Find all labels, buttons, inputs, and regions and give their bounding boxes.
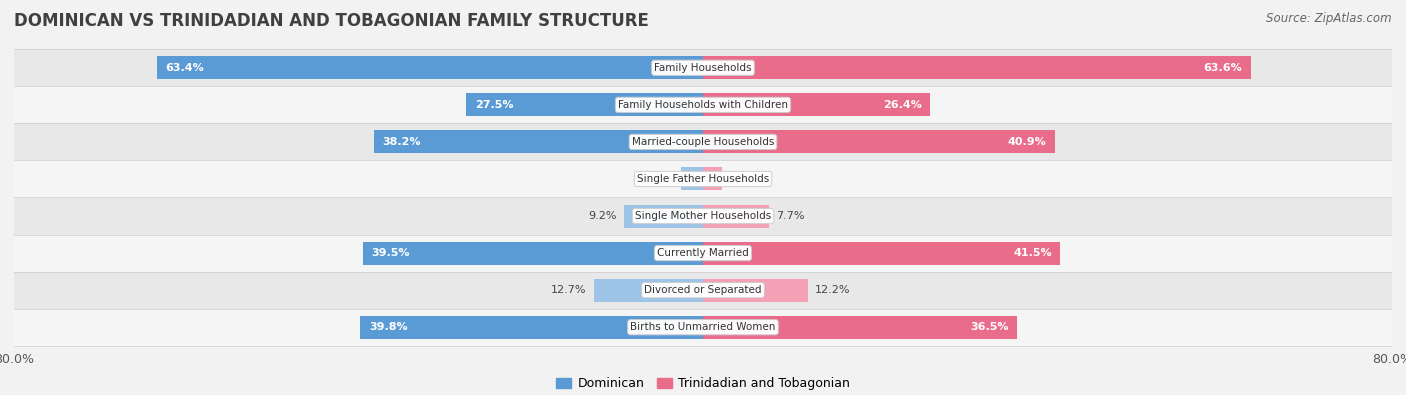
Bar [703,56,1251,79]
Text: Family Households: Family Households [654,63,752,73]
Bar [14,272,1392,308]
Text: Currently Married: Currently Married [657,248,749,258]
Bar [14,235,1392,272]
Bar [703,93,931,117]
Bar [14,308,1392,346]
Bar [703,205,769,228]
Text: 39.5%: 39.5% [371,248,411,258]
Bar [682,167,703,190]
Bar [14,49,1392,87]
Bar [703,242,1060,265]
Bar [703,167,721,190]
Text: 39.8%: 39.8% [368,322,408,332]
Bar [624,205,703,228]
Bar [703,278,808,302]
Text: 27.5%: 27.5% [475,100,513,110]
Text: Single Father Households: Single Father Households [637,174,769,184]
Text: 7.7%: 7.7% [776,211,804,221]
Text: 36.5%: 36.5% [970,322,1008,332]
Text: Single Mother Households: Single Mother Households [636,211,770,221]
Text: Source: ZipAtlas.com: Source: ZipAtlas.com [1267,12,1392,25]
Text: Divorced or Separated: Divorced or Separated [644,285,762,295]
Bar [14,123,1392,160]
Text: 2.2%: 2.2% [728,174,758,184]
Text: 9.2%: 9.2% [588,211,617,221]
Text: 40.9%: 40.9% [1008,137,1046,147]
Text: 38.2%: 38.2% [382,137,422,147]
Text: Births to Unmarried Women: Births to Unmarried Women [630,322,776,332]
Text: DOMINICAN VS TRINIDADIAN AND TOBAGONIAN FAMILY STRUCTURE: DOMINICAN VS TRINIDADIAN AND TOBAGONIAN … [14,12,650,30]
Text: 12.7%: 12.7% [551,285,586,295]
Bar [374,130,703,153]
Bar [14,87,1392,123]
Bar [703,316,1018,339]
Bar [363,242,703,265]
Text: Married-couple Households: Married-couple Households [631,137,775,147]
Bar [360,316,703,339]
Text: 2.5%: 2.5% [647,174,675,184]
Text: 63.4%: 63.4% [166,63,204,73]
Bar [703,130,1056,153]
Text: Family Households with Children: Family Households with Children [619,100,787,110]
Bar [157,56,703,79]
Bar [14,198,1392,235]
Text: 26.4%: 26.4% [883,100,922,110]
Text: 12.2%: 12.2% [815,285,851,295]
Bar [593,278,703,302]
Bar [467,93,703,117]
Text: 41.5%: 41.5% [1014,248,1052,258]
Bar [14,160,1392,198]
Text: 63.6%: 63.6% [1204,63,1241,73]
Legend: Dominican, Trinidadian and Tobagonian: Dominican, Trinidadian and Tobagonian [551,372,855,395]
